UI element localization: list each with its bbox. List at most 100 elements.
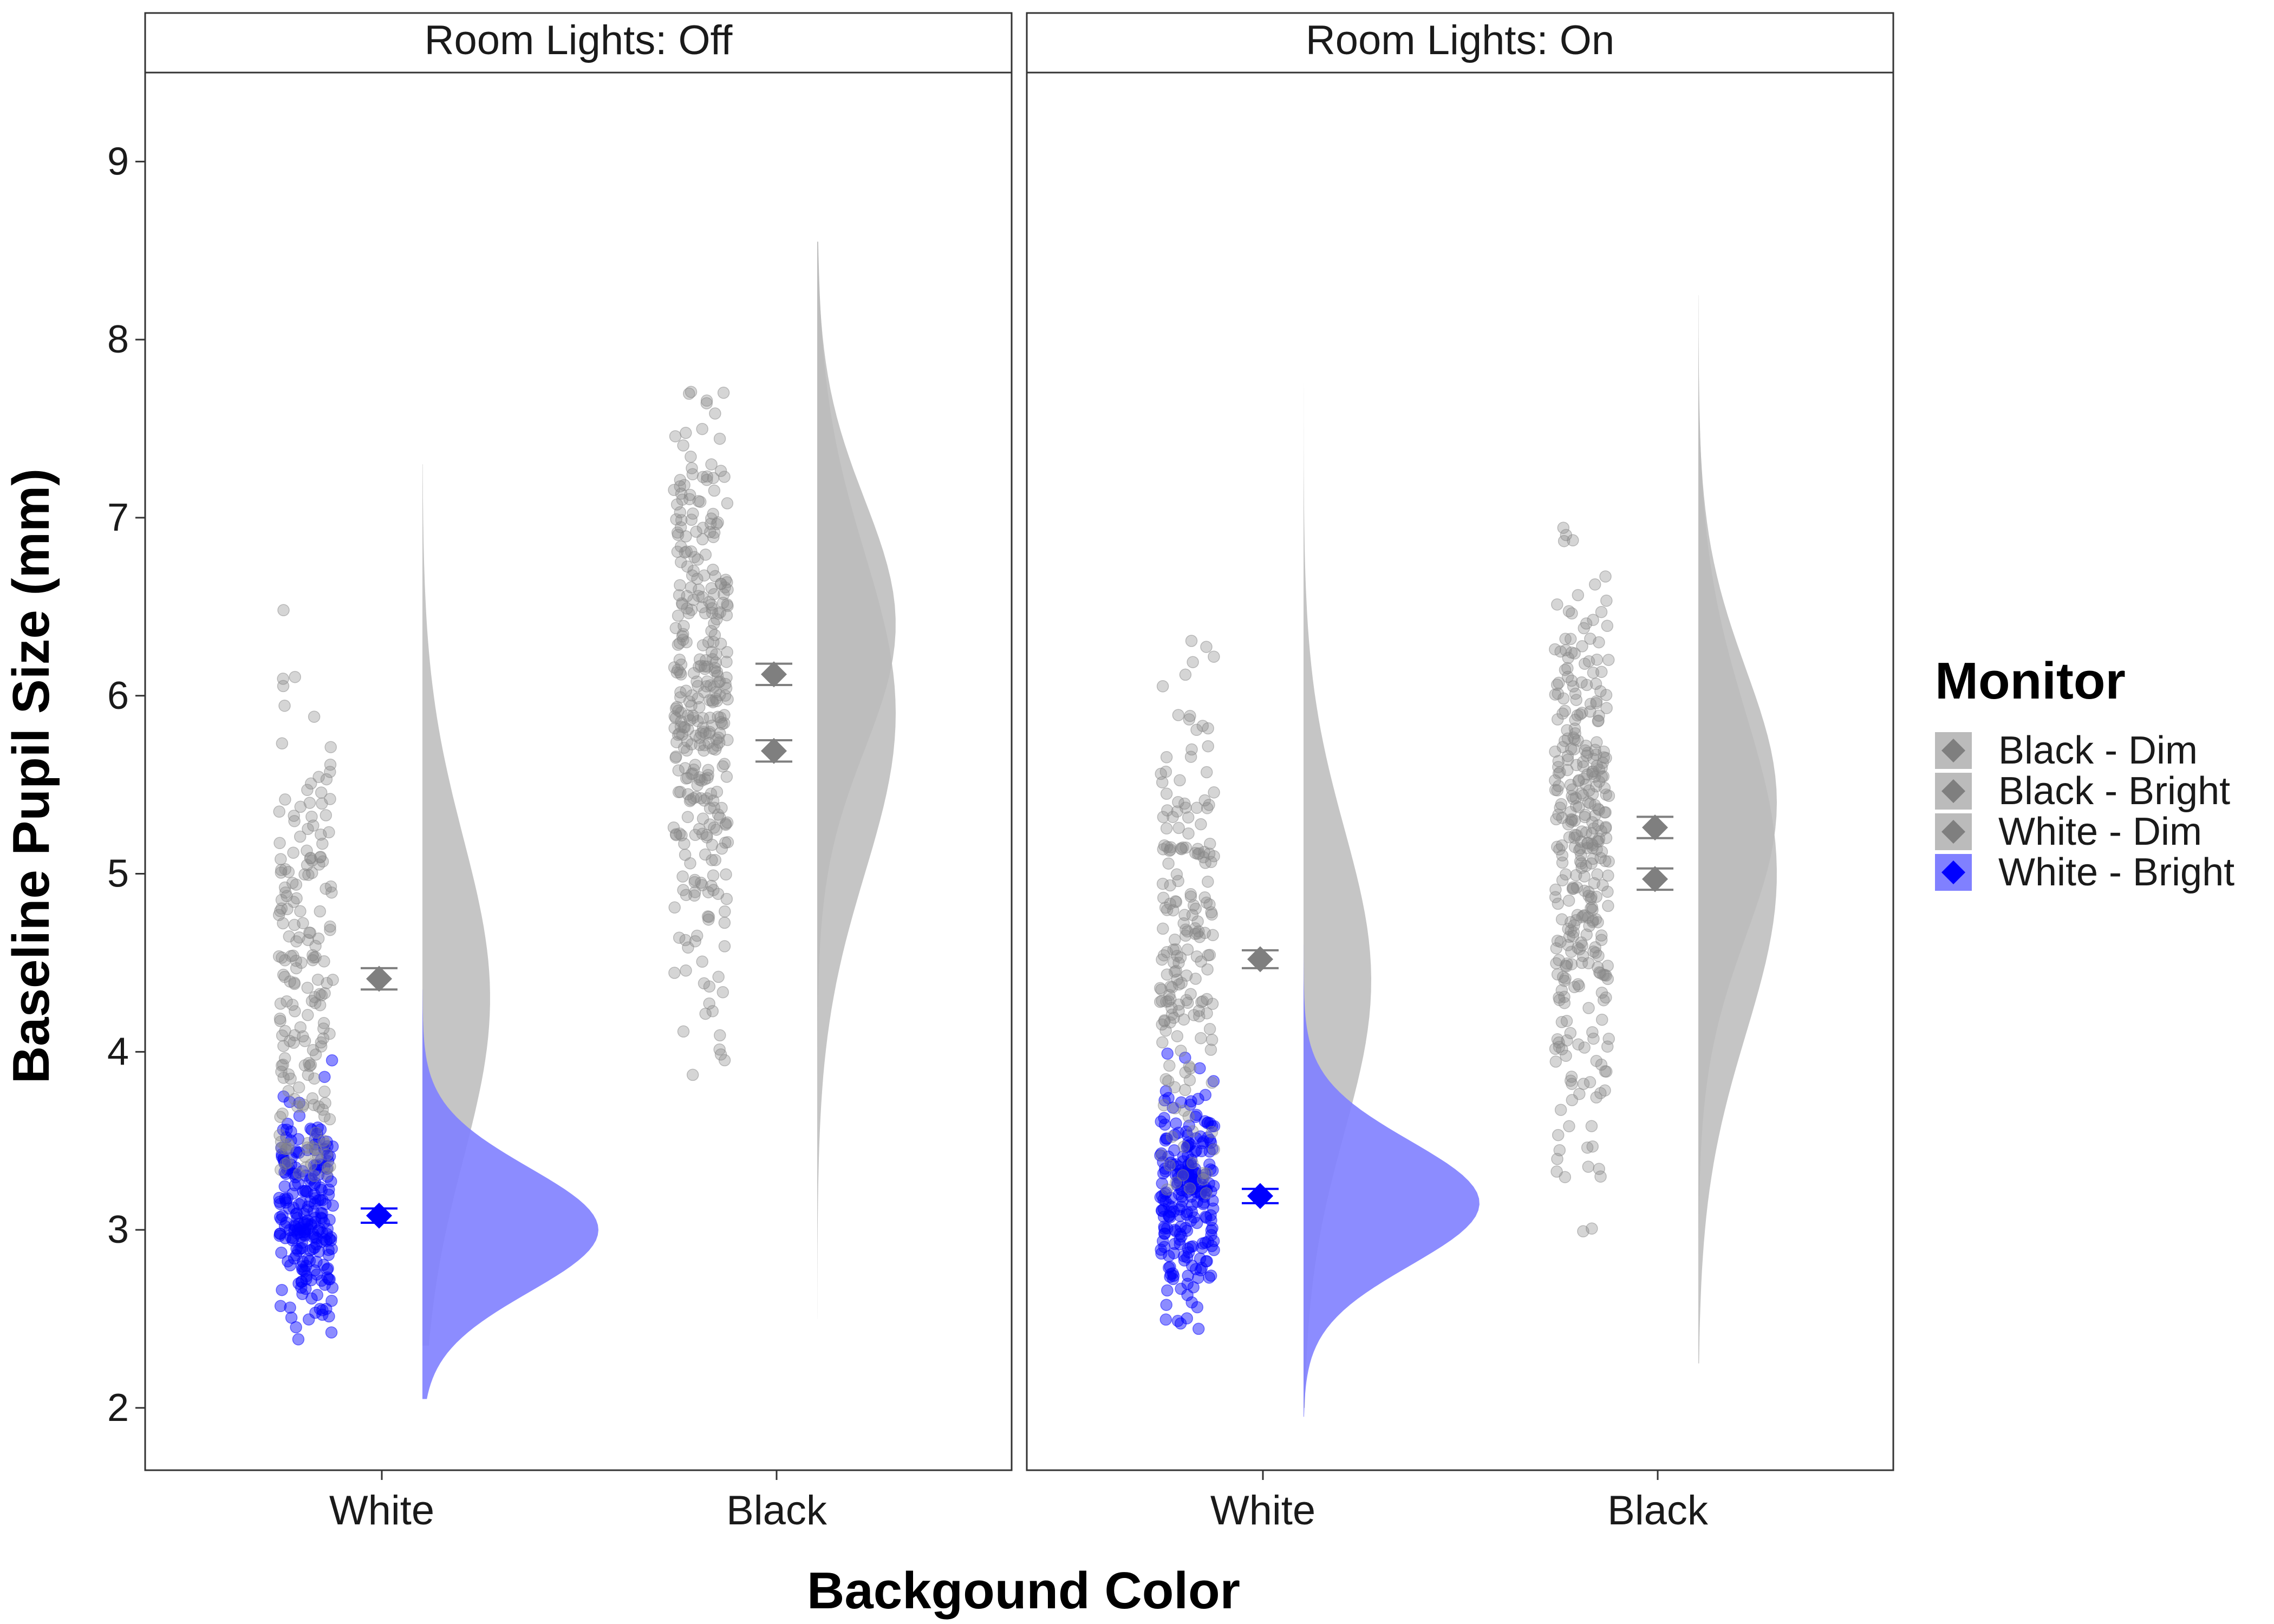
data-point — [680, 889, 693, 901]
data-point — [305, 995, 318, 1007]
data-point — [1180, 1125, 1193, 1138]
data-point — [1202, 722, 1214, 735]
data-point — [277, 968, 290, 981]
data-point — [1186, 1198, 1198, 1211]
data-point — [1203, 898, 1216, 911]
mean-diamond — [761, 738, 787, 764]
data-point — [703, 980, 716, 993]
data-point — [1582, 885, 1595, 898]
data-point — [298, 868, 311, 881]
data-point — [292, 1167, 305, 1180]
data-point — [720, 771, 733, 783]
data-point — [714, 578, 727, 590]
data-point — [1593, 1163, 1605, 1175]
data-point — [317, 1032, 330, 1045]
legend-key-diamond — [1941, 779, 1965, 803]
data-point — [1582, 911, 1594, 924]
data-point — [672, 663, 684, 676]
data-point — [1185, 635, 1198, 647]
data-point — [685, 545, 698, 558]
data-point — [705, 598, 718, 611]
data-point — [319, 1198, 332, 1210]
data-point — [1575, 849, 1587, 862]
data-point — [672, 764, 685, 777]
data-point — [696, 533, 709, 546]
y-tick-label: 8 — [107, 318, 129, 361]
data-point — [1203, 799, 1215, 811]
data-point — [1554, 766, 1566, 779]
data-point — [680, 964, 692, 977]
data-point — [275, 1065, 288, 1078]
facet-panels: Room Lights: Off Room Lights: On — [144, 12, 1894, 1471]
data-point — [321, 1271, 334, 1284]
data-point — [1200, 766, 1213, 779]
mean-diamond — [1247, 946, 1273, 973]
data-point — [1569, 792, 1582, 804]
data-point — [720, 609, 733, 622]
data-point — [699, 607, 712, 619]
data-point — [1553, 1036, 1565, 1049]
data-point — [284, 1072, 297, 1085]
mean-diamond — [366, 966, 392, 992]
data-point — [293, 1110, 306, 1122]
data-point — [1602, 1033, 1615, 1045]
data-point — [721, 497, 734, 510]
data-point — [305, 866, 318, 879]
data-point — [323, 826, 335, 839]
data-point — [711, 669, 724, 682]
data-point — [307, 819, 320, 832]
x-tick-label: White — [1210, 1488, 1315, 1534]
data-point — [1200, 641, 1213, 653]
data-point — [1552, 1129, 1565, 1142]
data-point — [298, 1229, 311, 1242]
data-point — [1186, 909, 1199, 921]
data-point — [1168, 1247, 1181, 1260]
mean-diamond — [761, 661, 787, 688]
data-point — [290, 1249, 303, 1262]
data-point — [317, 1017, 330, 1029]
data-point — [700, 394, 713, 407]
data-point — [1576, 640, 1588, 653]
data-point — [1169, 895, 1182, 908]
data-point — [1563, 1120, 1575, 1133]
data-point — [1568, 981, 1581, 994]
facet-strip — [144, 12, 1013, 74]
data-point — [1599, 1065, 1612, 1078]
data-point — [290, 955, 302, 967]
data-point — [668, 967, 681, 979]
data-point — [289, 1179, 301, 1192]
data-point — [714, 637, 727, 650]
data-point — [1186, 1157, 1199, 1170]
data-point — [274, 1198, 286, 1210]
data-point — [1190, 801, 1203, 814]
data-point — [1169, 934, 1181, 946]
data-point — [1197, 1166, 1210, 1179]
data-point — [277, 604, 290, 617]
data-point — [1157, 949, 1170, 962]
data-point — [278, 700, 291, 712]
data-point — [1588, 578, 1601, 591]
data-point — [1589, 677, 1602, 690]
data-point — [1549, 643, 1561, 656]
data-point — [1160, 751, 1173, 764]
data-point — [287, 846, 299, 859]
data-point — [1194, 1253, 1207, 1265]
data-point — [1595, 934, 1608, 946]
data-point — [1179, 1222, 1192, 1234]
data-point — [312, 932, 325, 945]
data-point — [675, 514, 688, 526]
y-tick-label: 2 — [107, 1386, 129, 1430]
legend-entry-label: White - Bright — [1998, 851, 2234, 894]
data-point — [1580, 679, 1593, 692]
data-point — [1189, 973, 1202, 985]
data-point — [324, 793, 336, 805]
data-point — [702, 913, 715, 926]
data-point — [292, 1198, 305, 1210]
data-point — [696, 721, 709, 734]
data-point — [1559, 632, 1572, 645]
cloud-density — [1304, 945, 1480, 1417]
data-point — [705, 512, 718, 525]
legend-key-diamond — [1941, 860, 1965, 884]
data-point — [686, 1068, 699, 1081]
